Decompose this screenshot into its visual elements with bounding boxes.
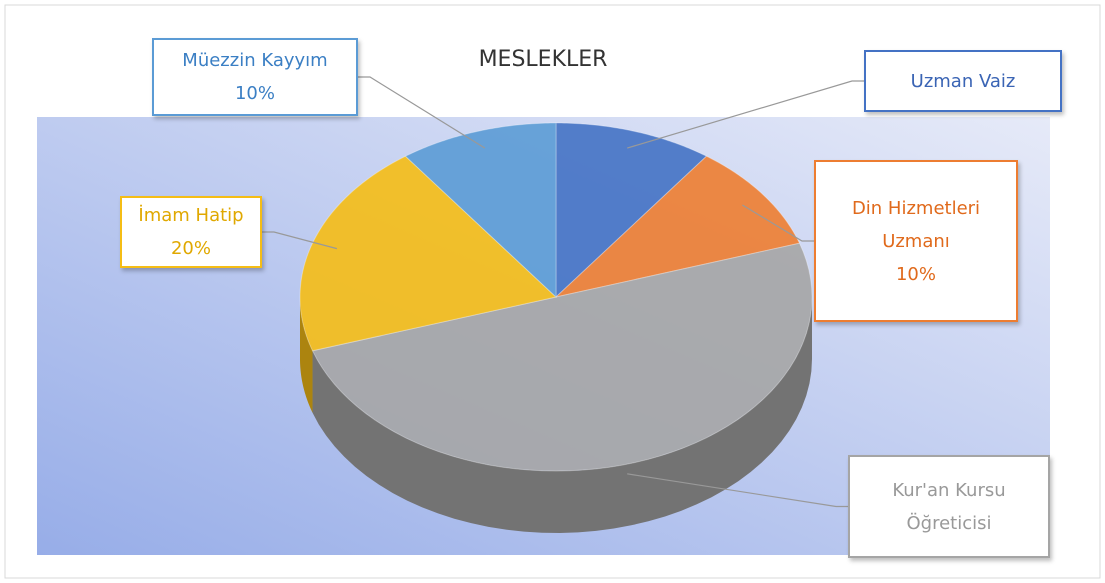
category-label: Kur'an Kursu Öğreticisi: [892, 479, 1006, 534]
category-label: Din Hizmetleri Uzmanı: [851, 197, 981, 252]
value-label: 20%: [170, 238, 211, 259]
pie: [299, 122, 813, 533]
category-label: Müezzin Kayyım: [182, 50, 328, 71]
slice-side: [312, 297, 812, 533]
data-label: Kur'an Kursu Öğreticisi: [848, 455, 1050, 558]
slice: [404, 122, 557, 299]
data-label: Din Hizmetleri Uzmanı 10%: [814, 160, 1018, 322]
chart-title: MESLEKLER: [479, 47, 608, 72]
value-label: 10%: [234, 83, 275, 104]
data-label: İmam Hatip 20%: [120, 196, 262, 268]
leader-line: [627, 473, 848, 508]
slice: [554, 155, 801, 298]
category-label: İmam Hatip: [138, 205, 244, 226]
leader-line: [742, 204, 814, 242]
category-label: Uzman Vaiz: [910, 70, 1016, 92]
data-label: Uzman Vaiz: [864, 50, 1062, 112]
slice-side: [300, 297, 313, 413]
data-label: Müezzin Kayyım 10%: [152, 38, 358, 116]
leader-line: [262, 231, 338, 250]
leader-line: [627, 80, 864, 149]
slice: [299, 155, 558, 352]
leader-lines: [262, 76, 864, 508]
value-label: 10%: [895, 263, 936, 285]
leader-line: [358, 76, 486, 149]
slice: [311, 242, 813, 472]
slice: [555, 122, 708, 299]
